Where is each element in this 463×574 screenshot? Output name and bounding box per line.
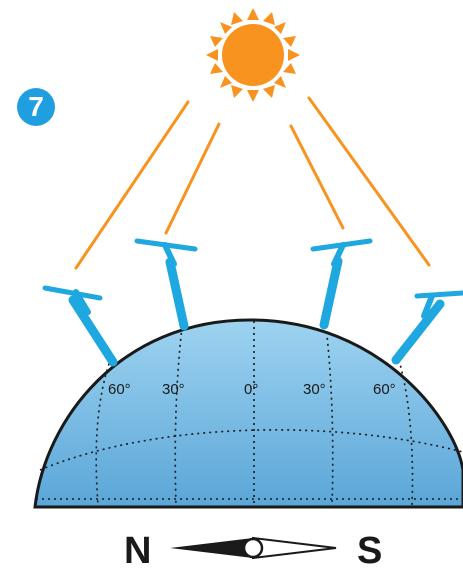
sun-ray	[289, 124, 345, 230]
globe-hemisphere	[33, 318, 463, 509]
latitude-label: 30°	[303, 381, 326, 398]
compass-north-needle	[170, 538, 253, 558]
compass-south-label: S	[357, 530, 382, 569]
sundial-icon	[391, 290, 463, 365]
compass-pivot	[242, 537, 264, 559]
figure-number-badge: 7	[17, 88, 55, 126]
globe-gridlines	[36, 321, 463, 506]
sun-rays	[74, 96, 431, 270]
sundial-icon	[134, 238, 198, 331]
sun-ray	[74, 100, 190, 270]
sundials	[42, 238, 463, 367]
sun-ray	[164, 122, 221, 235]
sundial-icon	[310, 238, 373, 330]
latitude-labels: 60° 30° 0° 30° 60°	[108, 381, 396, 398]
sundial-icon	[42, 285, 118, 367]
latitude-label: 30°	[162, 381, 185, 398]
compass-north-label: N	[124, 530, 151, 569]
latitude-label: 0°	[244, 381, 258, 398]
latitude-label: 60°	[373, 381, 396, 398]
sun-ray	[307, 96, 431, 267]
sun-icon	[206, 8, 300, 102]
latitude-label: 60°	[108, 381, 131, 398]
compass: N S	[124, 530, 382, 572]
compass-south-needle	[252, 536, 337, 560]
